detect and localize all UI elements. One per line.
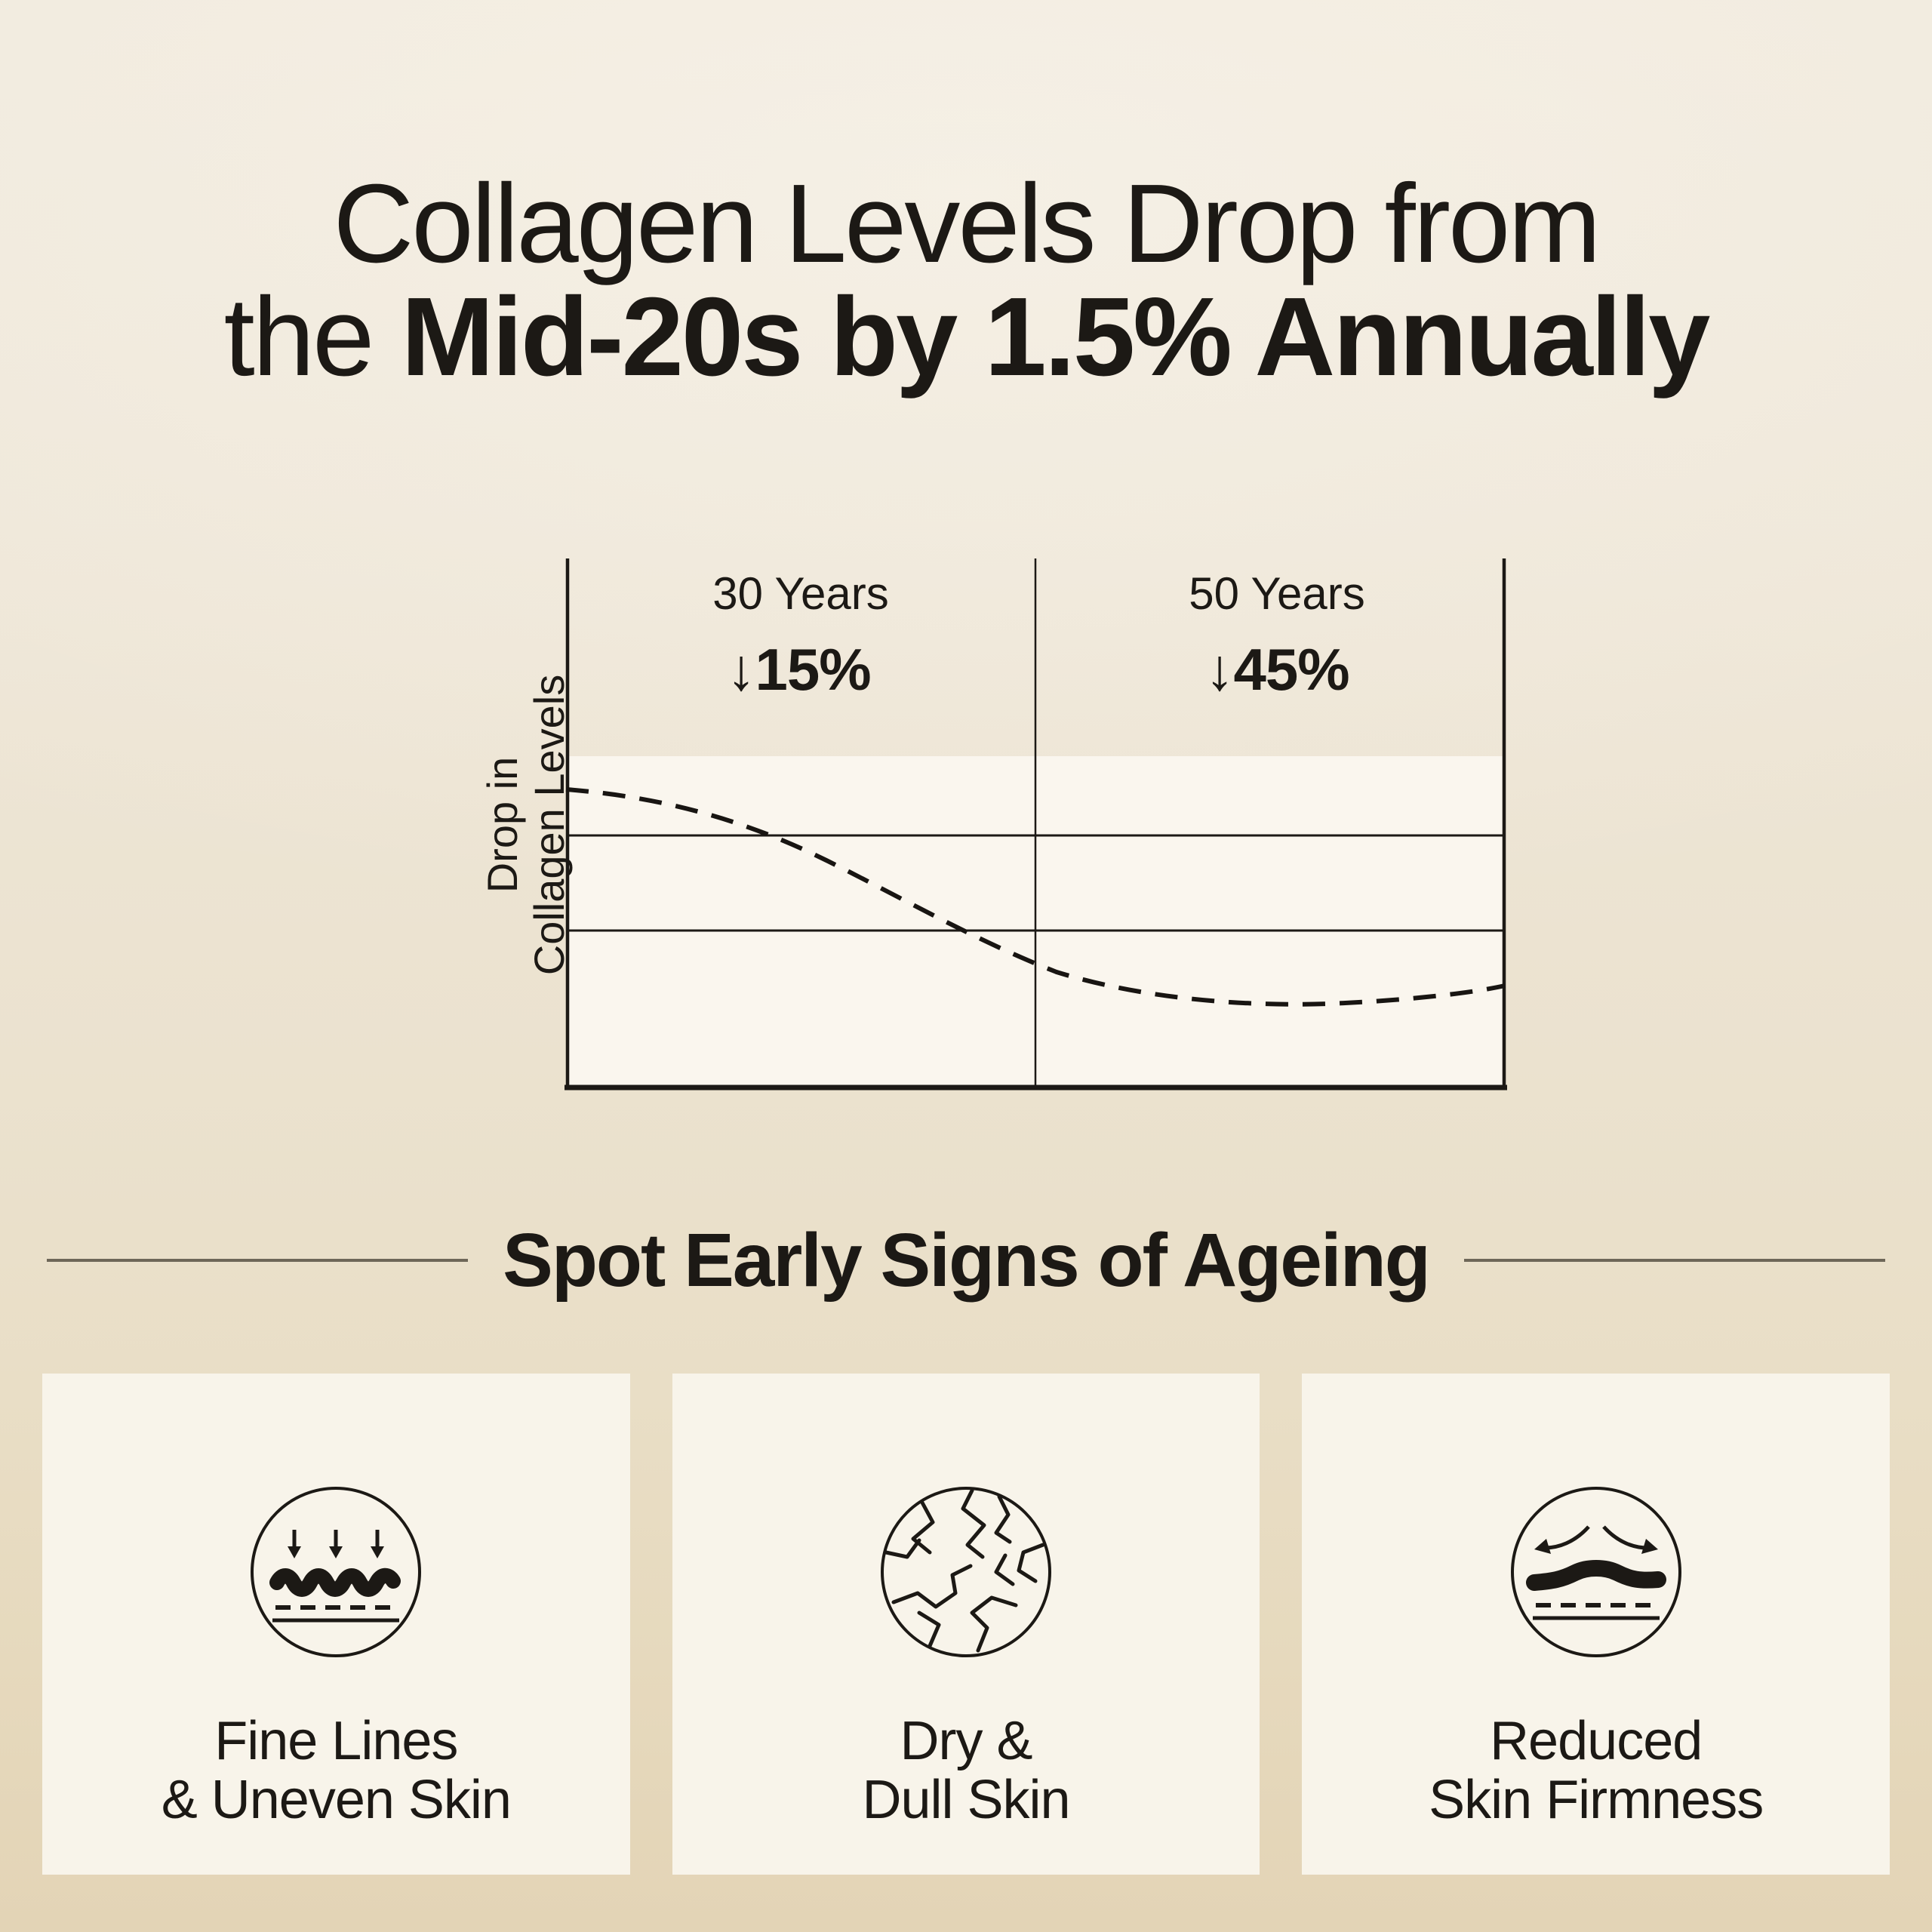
heading-rule-left [47, 1259, 469, 1262]
section-heading-row: Spot Early Signs of Ageing [0, 1217, 1932, 1304]
y-axis-label: Drop in Collagen Levels [478, 674, 573, 976]
card-label: Dry & Dull Skin [862, 1711, 1070, 1830]
fine-lines-icon [249, 1485, 423, 1659]
dry-dull-skin-icon [879, 1485, 1053, 1659]
collagen-curve [565, 787, 1506, 1007]
signs-of-ageing-cards: Fine Lines & Uneven Skin [42, 1374, 1890, 1875]
age-label-30: 30 Years [712, 568, 889, 619]
wavy-skin-line [269, 1567, 401, 1597]
drop-label-45: ↓45% [1204, 636, 1349, 703]
heading-rule-right [1463, 1259, 1885, 1262]
down-arrows [288, 1530, 385, 1558]
drop-label-15: ↓15% [726, 636, 871, 703]
card-label: Reduced Skin Firmness [1429, 1711, 1764, 1830]
outward-arrows [1534, 1525, 1658, 1554]
card-label: Fine Lines & Uneven Skin [161, 1711, 512, 1830]
card-fine-lines: Fine Lines & Uneven Skin [42, 1374, 630, 1875]
page-title-line2-bold: Mid-20s by 1.5% Annually [401, 275, 1710, 399]
collagen-drop-chart [565, 558, 1507, 1091]
crack-lines [884, 1488, 1045, 1653]
card-reduced-firmness: Reduced Skin Firmness [1302, 1374, 1890, 1875]
page-title-line2: the Mid-20s by 1.5% Annually [223, 275, 1711, 399]
page-title: Collagen Levels Drop from the Mid-20s by… [0, 168, 1932, 394]
bumped-skin-line [1525, 1560, 1666, 1591]
page-title-line1: Collagen Levels Drop from [333, 162, 1601, 286]
card-dry-dull-skin: Dry & Dull Skin [672, 1374, 1260, 1875]
age-label-50: 50 Years [1189, 568, 1365, 619]
reduced-firmness-icon [1509, 1485, 1683, 1659]
section-heading: Spot Early Signs of Ageing [503, 1217, 1431, 1303]
